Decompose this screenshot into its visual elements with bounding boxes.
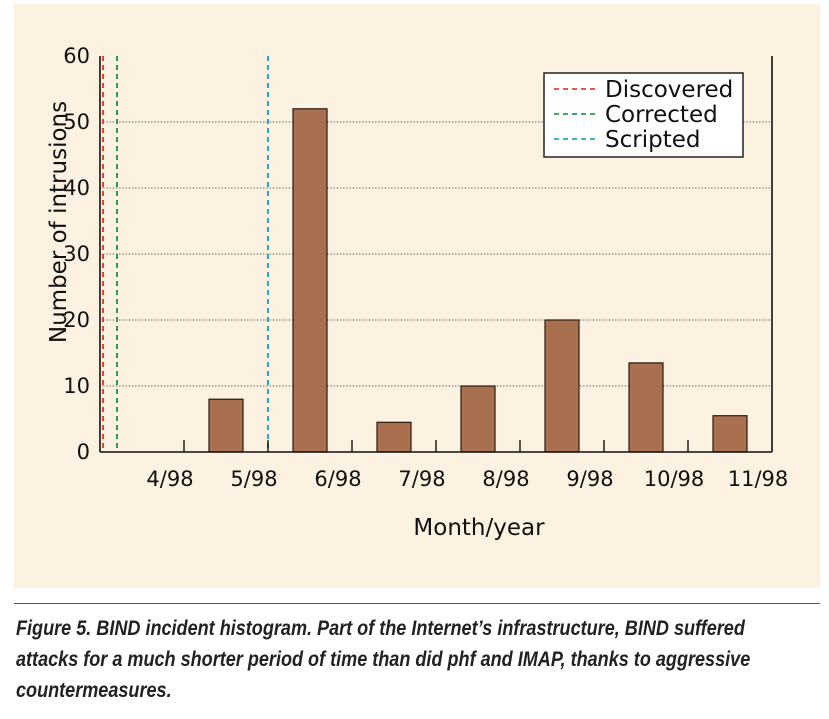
legend-label-scripted: Scripted [605,127,700,153]
axes [99,56,773,453]
bar-10/98 [628,362,664,453]
y-axis-title: Number of intrusions [46,101,72,343]
x-tick-label: 8/98 [482,467,529,491]
event-lines [102,56,269,452]
grid-lines [100,121,772,387]
x-tick-labels: 4/98 5/98 6/98 7/98 8/98 9/98 10/98 11/98 [146,467,788,491]
x-tick-label: 4/98 [146,467,193,491]
x-tick-label: 10/98 [644,467,705,491]
y-tick-labels: 0 10 20 30 40 50 60 [63,44,90,464]
x-tick-label: 7/98 [398,467,445,491]
bar-7/98 [376,421,412,453]
bar-5/98 [208,398,244,453]
x-tick-label: 6/98 [314,467,361,491]
caption-divider [14,603,820,604]
x-tick-label: 11/98 [728,467,789,491]
figure-caption: Figure 5. BIND incident histogram. Part … [16,617,751,702]
y-tick-label: 30 [63,242,90,266]
bar-9/98 [544,319,580,453]
figure-panel: 0 10 20 30 40 50 60 4/98 5/98 6/98 7/98 8/98 9/98 10… [14,4,820,588]
bar-8/98 [460,385,496,453]
legend-box [543,72,744,158]
x-axis-title: Month/year [413,515,545,541]
y-tick-label: 60 [63,44,90,68]
y-tick-label: 20 [63,308,90,332]
bar-11/98 [712,415,748,453]
y-tick-label: 40 [63,176,90,200]
x-tick-label: 5/98 [230,467,277,491]
y-tick-label: 10 [63,374,90,398]
legend-label-corrected: Corrected [605,102,718,128]
bar-chart: 0 10 20 30 40 50 60 4/98 5/98 6/98 7/98 8/98 9/98 10… [46,44,788,541]
x-tick-label: 9/98 [566,467,613,491]
y-tick-label: 0 [77,440,90,464]
y-tick-label: 50 [63,110,90,134]
bars [208,108,748,453]
legend-label-discovered: Discovered [605,77,733,103]
bar-6/98 [292,108,328,453]
